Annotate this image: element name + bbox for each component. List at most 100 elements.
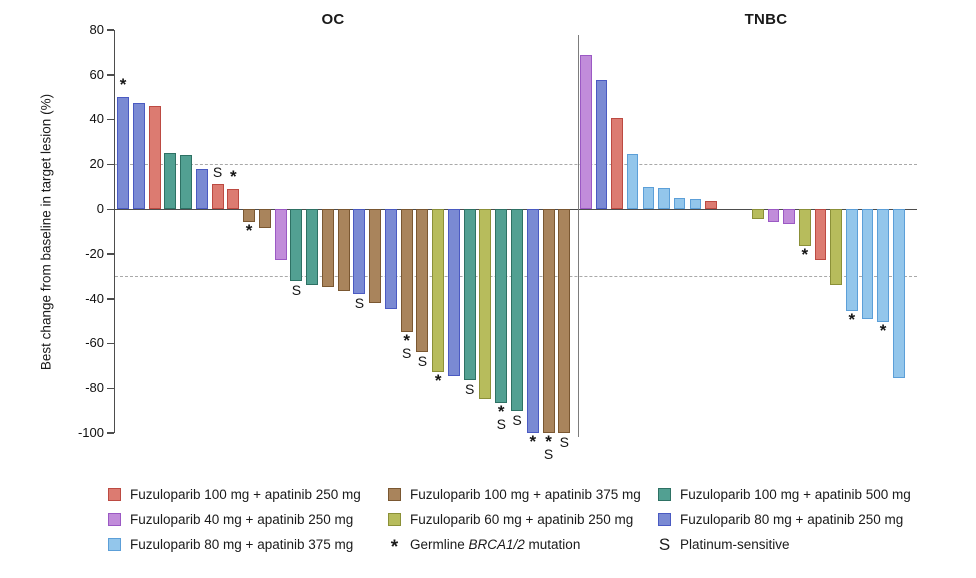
y-tick-label: 60 (89, 66, 104, 82)
panel-title-oc: OC (321, 11, 345, 28)
legend-label: Germline BRCA1/2 mutation (410, 537, 581, 552)
bar (689, 198, 702, 209)
platinum-sensitive-marker: S (496, 415, 506, 432)
bar (542, 209, 555, 433)
bar-annotation: S (512, 411, 522, 428)
bar-annotation: S (465, 381, 475, 398)
bar (495, 209, 508, 403)
legend-item: Fuzuloparib 100 mg + apatinib 375 mg (388, 482, 641, 507)
legend-label: Platinum-sensitive (680, 537, 790, 552)
bar (306, 209, 319, 286)
bar-annotation: * (246, 222, 253, 239)
y-axis-tick (106, 74, 114, 76)
bar (658, 187, 670, 209)
y-tick-label: -60 (85, 335, 104, 351)
platinum-sensitive-marker: S (354, 295, 365, 312)
bar (321, 209, 334, 288)
brca-mutation-marker: * (230, 166, 237, 186)
legend-item: Fuzuloparib 80 mg + apatinib 250 mg (658, 507, 911, 532)
bar (479, 209, 492, 400)
y-tick-label: -80 (85, 380, 104, 396)
y-tick-label: -20 (85, 245, 104, 261)
legend-label: Fuzuloparib 80 mg + apatinib 375 mg (130, 537, 354, 552)
bar (526, 209, 539, 433)
bar-annotation: * (529, 431, 537, 451)
legend-label: Fuzuloparib 60 mg + apatinib 250 mg (410, 512, 634, 527)
bar-annotation: * (801, 244, 809, 264)
bar-annotation: S (560, 435, 569, 449)
bar (893, 209, 905, 379)
bar (117, 97, 129, 209)
bar-annotation: * (848, 311, 855, 328)
bar (877, 209, 889, 323)
bar (243, 209, 256, 223)
bar (416, 209, 429, 353)
legend: Fuzuloparib 100 mg + apatinib 250 mg Fuzu… (0, 482, 976, 578)
legend-item: S Platinum-sensitive (658, 532, 911, 557)
bar-annotation: S (354, 295, 365, 312)
brca-mutation-marker: * (529, 431, 537, 451)
bar-annotation: * S (402, 331, 411, 360)
y-axis-tick (106, 163, 114, 166)
brca-mutation-marker: * (801, 244, 809, 264)
brca-mutation-marker: * (879, 321, 887, 341)
bar (463, 209, 476, 381)
platinum-sensitive-marker: S (212, 164, 223, 181)
bar (611, 118, 623, 209)
bar (211, 184, 224, 209)
y-tick-label: 80 (89, 21, 104, 37)
bar-annotation: S (418, 354, 427, 368)
legend-swatch-f100_a250 (108, 488, 121, 501)
bar (258, 209, 271, 229)
y-axis-tick (106, 29, 114, 31)
reference-line (115, 164, 917, 166)
legend-swatch-f100_a500 (658, 488, 671, 501)
bar-annotation: * S (544, 431, 553, 461)
bar (558, 209, 571, 433)
brca-mutation-marker: * (403, 331, 410, 351)
bar (799, 209, 811, 246)
bar (337, 209, 350, 291)
bar (752, 209, 764, 220)
y-axis-tick (106, 432, 114, 434)
platinum-sensitive-marker: S (512, 411, 522, 428)
brca-marker-symbol: * (390, 536, 399, 558)
y-tick-label: -40 (85, 290, 104, 306)
platinum-sensitive-marker: S (291, 281, 302, 298)
y-axis-tick (106, 298, 114, 300)
bar (511, 209, 523, 411)
bar (180, 155, 193, 209)
y-axis-tick (106, 118, 114, 121)
bar (580, 54, 592, 209)
bar-annotation: * (879, 321, 887, 341)
bar (595, 80, 608, 209)
legend-label: Fuzuloparib 100 mg + apatinib 250 mg (130, 487, 361, 502)
bar-annotation: * (434, 371, 442, 391)
brca-mutation-marker: * (545, 431, 552, 451)
y-tick-label: -100 (77, 424, 104, 440)
legend-item: Fuzuloparib 60 mg + apatinib 250 mg (388, 507, 641, 532)
bar (400, 209, 413, 333)
brca-mutation-marker: * (497, 401, 505, 421)
y-tick-label: 0 (96, 201, 104, 216)
legend-item: * Germline BRCA1/2 mutation (388, 532, 641, 557)
y-tick-label: 20 (89, 156, 104, 172)
brca-mutation-marker: * (119, 75, 127, 95)
bar-annotation: S (212, 164, 223, 181)
panel-title-tnbc: TNBC (744, 11, 788, 28)
legend-column: Fuzuloparib 100 mg + apatinib 375 mg Fuzu… (388, 482, 641, 557)
y-axis-tick (106, 208, 114, 210)
platinum-sensitive-symbol: S (658, 534, 671, 554)
legend-swatch-f80_a250 (658, 513, 671, 526)
bar (195, 168, 208, 209)
y-tick-label: 40 (89, 111, 104, 127)
bar-annotation: * (119, 75, 127, 95)
platinum-sensitive-marker: S (465, 381, 475, 398)
legend-label: Fuzuloparib 40 mg + apatinib 250 mg (130, 512, 354, 527)
brca-mutation-marker: * (434, 371, 442, 391)
legend-item: Fuzuloparib 100 mg + apatinib 250 mg (108, 482, 361, 507)
bar (290, 209, 303, 281)
bar (846, 209, 858, 311)
legend-column: Fuzuloparib 100 mg + apatinib 500 mg Fuzu… (658, 482, 911, 557)
